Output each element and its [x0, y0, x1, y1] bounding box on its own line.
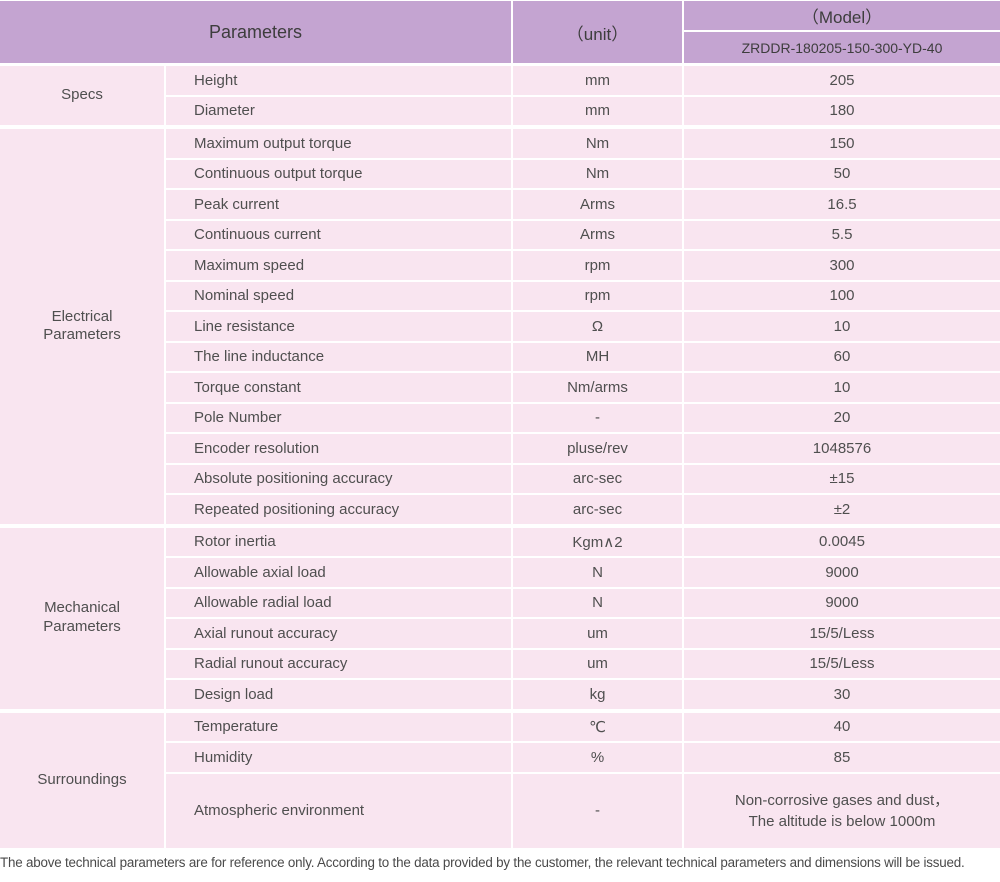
- param-unit: Nm/arms: [513, 373, 682, 402]
- param-name: Maximum output torque: [166, 129, 511, 158]
- header-parameters: Parameters: [0, 1, 511, 63]
- param-name: Absolute positioning accuracy: [166, 464, 511, 493]
- param-unit: -: [513, 403, 682, 432]
- param-name: Repeated positioning accuracy: [166, 495, 511, 524]
- param-unit: mm: [513, 66, 682, 95]
- param-unit: Ω: [513, 312, 682, 341]
- param-name: Rotor inertia: [166, 527, 511, 556]
- param-name: Axial runout accuracy: [166, 619, 511, 648]
- table-header: Parameters （unit） （Model） ZRDDR-180205-1…: [0, 1, 1000, 63]
- param-name: Continuous current: [166, 220, 511, 249]
- table-body: Specs Height mm 205 Diameter mm 180 Electrical …: [0, 66, 1000, 848]
- param-value: 10: [684, 312, 1000, 341]
- section-electrical: Electrical Parameters Maximum output torq…: [0, 129, 1000, 524]
- param-name: Temperature: [166, 712, 511, 741]
- param-value: 30: [684, 680, 1000, 709]
- param-unit: N: [513, 588, 682, 617]
- footer-note: The above technical parameters are for r…: [0, 854, 965, 870]
- param-value: ±15: [684, 464, 1000, 493]
- param-unit: %: [513, 743, 682, 772]
- param-value: 150: [684, 129, 1000, 158]
- param-value: 15/5/Less: [684, 649, 1000, 678]
- param-value: 15/5/Less: [684, 619, 1000, 648]
- param-value: 85: [684, 743, 1000, 772]
- parameter-table: Parameters （unit） （Model） ZRDDR-180205-1…: [0, 1, 1000, 848]
- section-mechanical: Mechanical Parameters Rotor inertia Kgm∧2 0…: [0, 527, 1000, 709]
- param-value: 0.0045: [684, 527, 1000, 556]
- param-value: 50: [684, 159, 1000, 188]
- section-specs: Specs Height mm 205 Diameter mm 180: [0, 66, 1000, 125]
- param-unit: pluse/rev: [513, 434, 682, 463]
- param-name: Peak current: [166, 190, 511, 219]
- header-model-label: （Model）: [684, 1, 1000, 30]
- param-value: 9000: [684, 588, 1000, 617]
- param-value: 180: [684, 96, 1000, 125]
- param-name: Atmospheric environment: [166, 773, 511, 848]
- group-label-mechanical: Mechanical Parameters: [0, 527, 164, 709]
- param-value: Non-corrosive gases and dust， The altitu…: [684, 773, 1000, 848]
- header-model-value: ZRDDR-180205-150-300-YD-40: [684, 32, 1000, 63]
- param-unit: mm: [513, 96, 682, 125]
- param-unit: -: [513, 773, 682, 848]
- param-value: 60: [684, 342, 1000, 371]
- param-value: ±2: [684, 495, 1000, 524]
- param-name: Radial runout accuracy: [166, 649, 511, 678]
- param-unit: Arms: [513, 220, 682, 249]
- param-unit: um: [513, 649, 682, 678]
- param-unit: Nm: [513, 159, 682, 188]
- param-name: Design load: [166, 680, 511, 709]
- group-label-specs: Specs: [0, 66, 164, 125]
- group-label-electrical: Electrical Parameters: [0, 129, 164, 524]
- param-value: 100: [684, 281, 1000, 310]
- param-value: 5.5: [684, 220, 1000, 249]
- param-unit: Nm: [513, 129, 682, 158]
- param-name: Allowable axial load: [166, 558, 511, 587]
- param-name: Nominal speed: [166, 281, 511, 310]
- param-value: 205: [684, 66, 1000, 95]
- param-name: Allowable radial load: [166, 588, 511, 617]
- param-unit: MH: [513, 342, 682, 371]
- param-name: Encoder resolution: [166, 434, 511, 463]
- param-unit: Arms: [513, 190, 682, 219]
- param-value: 16.5: [684, 190, 1000, 219]
- header-unit: （unit）: [513, 1, 682, 63]
- param-unit: N: [513, 558, 682, 587]
- param-value: 1048576: [684, 434, 1000, 463]
- param-value: 300: [684, 251, 1000, 280]
- param-name: Torque constant: [166, 373, 511, 402]
- param-unit: kg: [513, 680, 682, 709]
- section-surroundings: Surroundings Temperature ℃ 40 Humidity% 85 Atm…: [0, 712, 1000, 848]
- param-unit: Kgm∧2: [513, 527, 682, 556]
- param-name: Pole Number: [166, 403, 511, 432]
- param-name: The line inductance: [166, 342, 511, 371]
- param-unit: rpm: [513, 281, 682, 310]
- param-value: 9000: [684, 558, 1000, 587]
- group-label-surroundings: Surroundings: [0, 712, 164, 848]
- param-value: 10: [684, 373, 1000, 402]
- param-unit: arc-sec: [513, 495, 682, 524]
- param-unit: arc-sec: [513, 464, 682, 493]
- param-name: Diameter: [166, 96, 511, 125]
- param-unit: um: [513, 619, 682, 648]
- param-value: 20: [684, 403, 1000, 432]
- param-unit: ℃: [513, 712, 682, 741]
- header-model-group: （Model） ZRDDR-180205-150-300-YD-40: [684, 1, 1000, 63]
- param-name: Humidity: [166, 743, 511, 772]
- param-name: Height: [166, 66, 511, 95]
- param-name: Maximum speed: [166, 251, 511, 280]
- param-name: Line resistance: [166, 312, 511, 341]
- param-name: Continuous output torque: [166, 159, 511, 188]
- param-value: 40: [684, 712, 1000, 741]
- param-unit: rpm: [513, 251, 682, 280]
